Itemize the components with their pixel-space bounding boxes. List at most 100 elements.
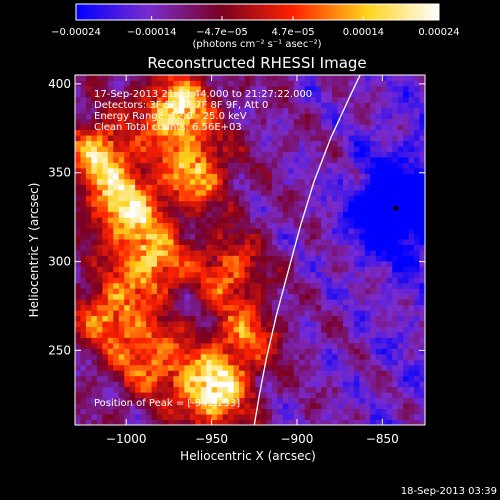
heatmap-cell <box>408 408 415 415</box>
heatmap-cell <box>113 217 120 224</box>
heatmap-cell <box>75 206 81 213</box>
heatmap-cell <box>140 129 147 136</box>
heatmap-cell <box>211 228 218 234</box>
heatmap-cell <box>151 255 158 262</box>
heatmap-cell <box>124 151 131 158</box>
heatmap-cell <box>151 381 158 388</box>
heatmap-cell <box>386 288 393 295</box>
heatmap-cell <box>342 299 349 306</box>
heatmap-cell <box>304 162 311 169</box>
heatmap-cell <box>135 392 142 399</box>
heatmap-cell <box>80 129 87 136</box>
heatmap-cell <box>326 419 333 425</box>
heatmap-cell <box>386 102 393 109</box>
heatmap-cell <box>195 217 202 224</box>
heatmap-cell <box>129 414 136 420</box>
heatmap-cell <box>129 260 136 267</box>
heatmap-cell <box>195 375 202 382</box>
heatmap-cell <box>146 304 152 311</box>
heatmap-cell <box>184 222 191 229</box>
heatmap-cell <box>414 321 420 327</box>
heatmap-cell <box>107 359 114 366</box>
heatmap-cell <box>211 206 218 213</box>
heatmap-cell <box>217 85 224 92</box>
heatmap-cell <box>321 342 327 349</box>
heatmap-cell <box>228 217 234 224</box>
heatmap-cell <box>200 315 207 322</box>
heatmap-cell <box>151 244 158 251</box>
heatmap-cell <box>293 408 300 415</box>
heatmap-cell <box>244 167 251 174</box>
heatmap-cell <box>173 91 180 98</box>
heatmap-cell <box>239 129 245 136</box>
heatmap-cell <box>140 85 147 92</box>
heatmap-cell <box>200 244 207 251</box>
heatmap-cell <box>288 332 295 338</box>
heatmap-cell <box>146 239 152 245</box>
heatmap-cell <box>211 91 218 98</box>
heatmap-cell <box>293 370 300 377</box>
heatmap-cell <box>167 288 174 295</box>
heatmap-cell <box>392 211 399 218</box>
heatmap-cell <box>392 135 399 142</box>
heatmap-cell <box>332 381 338 388</box>
heatmap-cell <box>364 403 371 409</box>
heatmap-cell <box>260 277 267 284</box>
heatmap-cell <box>211 157 218 163</box>
heatmap-cell <box>217 135 224 142</box>
heatmap-cell <box>326 359 333 366</box>
heatmap-cell <box>370 107 377 114</box>
heatmap-cell <box>96 260 103 267</box>
heatmap-cell <box>326 408 333 415</box>
heatmap-cell <box>102 102 109 109</box>
heatmap-cell <box>277 310 284 317</box>
heatmap-cell <box>96 348 103 355</box>
heatmap-cell <box>206 266 213 273</box>
heatmap-cell <box>173 353 180 360</box>
heatmap-cell <box>364 91 371 98</box>
heatmap-cell <box>135 167 142 174</box>
heatmap-cell <box>364 102 371 109</box>
heatmap-cell <box>321 140 327 147</box>
heatmap-cell <box>167 321 174 327</box>
heatmap-cell <box>113 124 120 131</box>
heatmap-cell <box>102 304 109 311</box>
heatmap-cell <box>217 96 224 103</box>
x-tick-label: −900 <box>280 432 313 446</box>
heatmap-cell <box>184 408 191 415</box>
heatmap-cell <box>113 135 120 142</box>
heatmap-cell <box>135 157 142 163</box>
heatmap-cell <box>85 315 92 322</box>
heatmap-cell <box>167 359 174 366</box>
heatmap-cell <box>266 151 273 158</box>
heatmap-cell <box>228 304 234 311</box>
heatmap-cell <box>392 321 399 327</box>
heatmap-cell <box>266 217 273 224</box>
heatmap-cell <box>397 293 404 300</box>
heatmap-cell <box>375 414 382 420</box>
heatmap-cell <box>250 184 256 191</box>
heatmap-cell <box>157 178 163 185</box>
heatmap-cell <box>342 250 349 256</box>
heatmap-cell <box>146 348 152 355</box>
heatmap-cell <box>146 359 152 366</box>
heatmap-cell <box>113 91 120 98</box>
heatmap-cell <box>107 397 114 404</box>
heatmap-cell <box>151 288 158 295</box>
heatmap-cell <box>129 337 136 344</box>
heatmap-cell <box>353 403 360 409</box>
heatmap-cell <box>167 342 174 349</box>
heatmap-cell <box>233 178 240 185</box>
heatmap-cell <box>233 146 240 152</box>
heatmap-cell <box>200 211 207 218</box>
heatmap-cell <box>250 293 256 300</box>
heatmap-cell <box>408 206 415 213</box>
heatmap-cell <box>211 277 218 284</box>
heatmap-cell <box>375 326 382 333</box>
heatmap-cell <box>299 381 306 388</box>
heatmap-cell <box>75 266 81 273</box>
heatmap-cell <box>397 408 404 415</box>
heatmap-cell <box>85 414 92 420</box>
heatmap-cell <box>167 315 174 322</box>
heatmap-cell <box>299 162 306 169</box>
